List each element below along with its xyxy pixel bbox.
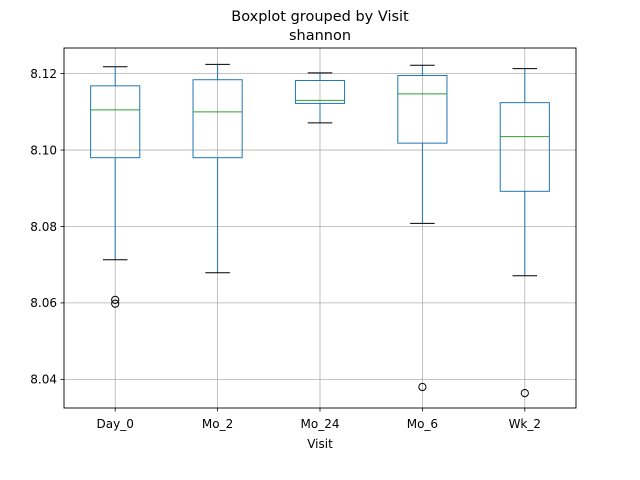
box-group-mo-24: [294, 72, 346, 124]
iqr-box: [192, 79, 243, 159]
y-tick-label: 8.10: [30, 143, 57, 157]
outlier-point: [111, 299, 120, 308]
x-tick-label: Mo_6: [407, 417, 438, 431]
iqr-box: [397, 75, 448, 144]
iqr-box: [499, 102, 550, 192]
x-tick-label: Mo_24: [301, 417, 340, 431]
chart-title: Boxplot grouped by Visit: [231, 9, 409, 25]
box-group-day-0: [90, 66, 141, 308]
x-tick-label: Wk_2: [509, 417, 541, 431]
plot-frame: [63, 47, 577, 409]
chart-subtitle: shannon: [289, 28, 351, 44]
axes: 8.04 8.06 8.08 8.10 8.12 Day_0 Mo_2 Mo_24 Mo_6 Wk…: [30, 67, 541, 431]
y-tick-label: 8.04: [30, 373, 57, 387]
y-tick-label: 8.08: [30, 220, 57, 234]
box-group-mo-2: [192, 63, 243, 274]
x-tick-label: Day_0: [97, 417, 134, 431]
outlier-point: [520, 388, 529, 398]
box-group-wk-2: [499, 68, 550, 398]
y-tick-label: 8.12: [30, 67, 57, 81]
box-group-mo-6: [397, 64, 448, 392]
iqr-box: [90, 85, 141, 159]
outlier-point: [111, 295, 120, 304]
x-axis-label: Visit: [307, 437, 333, 451]
iqr-box: [294, 79, 346, 104]
y-tick-label: 8.06: [30, 296, 57, 310]
outlier-point: [418, 382, 427, 392]
grid: [64, 48, 576, 408]
boxes: [90, 63, 550, 398]
x-tick-label: Mo_2: [202, 417, 233, 431]
